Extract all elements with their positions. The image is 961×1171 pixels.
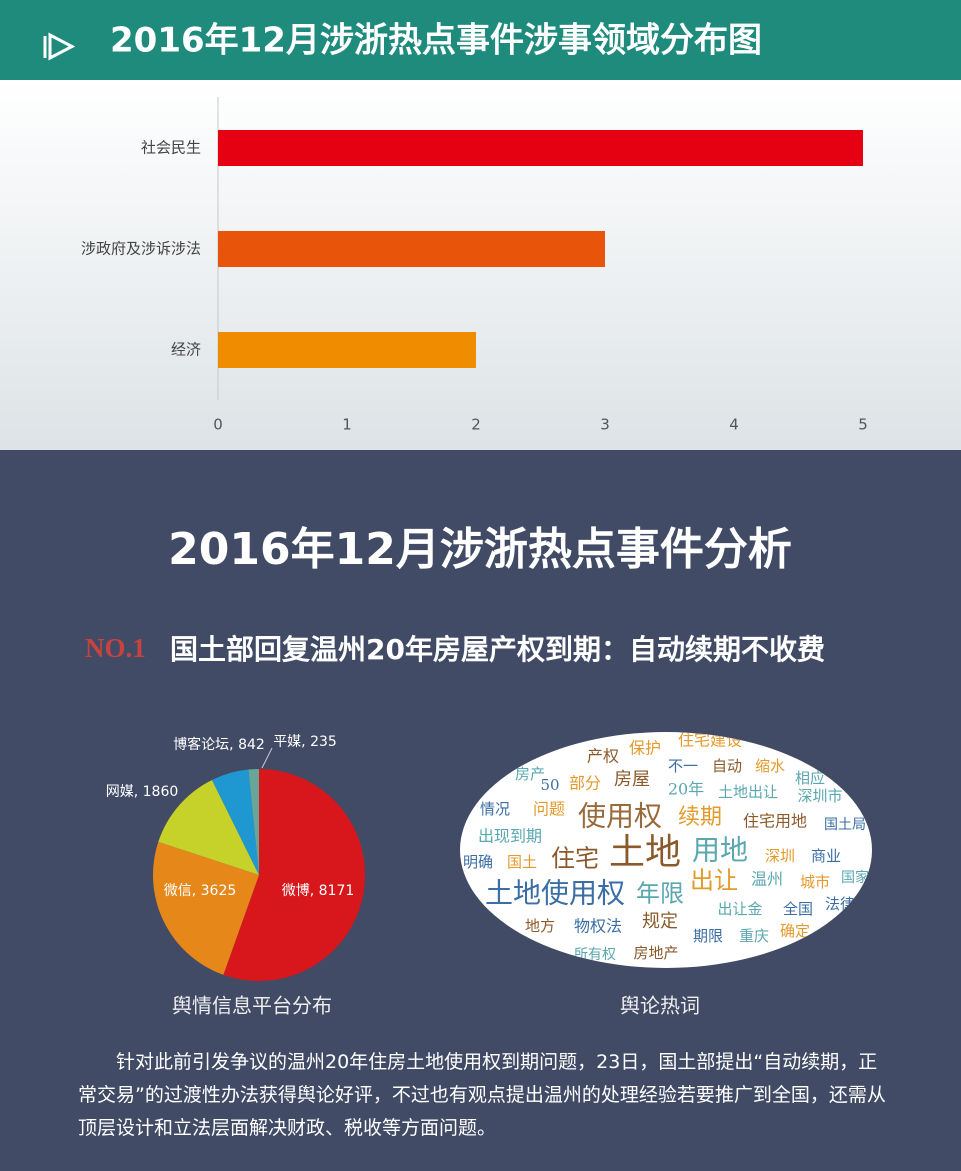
cloud-word: 国家 bbox=[841, 869, 869, 886]
cloud-word: 住宅 bbox=[551, 845, 599, 873]
pie-chart: 微博, 8171 微信, 3625 网媒, 1860 博客论坛, 842 平媒, 235 bbox=[106, 734, 365, 981]
cloud-word: 不一 bbox=[668, 757, 698, 775]
cloud-word: 年限 bbox=[636, 880, 684, 908]
x-tick-label: 5 bbox=[858, 416, 868, 434]
cloud-word: 国土局 bbox=[824, 817, 866, 833]
item-title: 国土部回复温州20年房屋产权到期：自动续期不收费 bbox=[170, 633, 825, 666]
data-label: 网媒, 1860 bbox=[106, 784, 179, 800]
y-tick-label: 经济 bbox=[171, 341, 201, 359]
cloud-word: 土地使用权 bbox=[485, 877, 625, 910]
cloud-word: 20年 bbox=[668, 780, 704, 799]
cloud-word: 情况 bbox=[480, 800, 510, 818]
cloud-word: 部分 bbox=[569, 774, 601, 793]
data-label: 微博, 8171 bbox=[282, 882, 355, 899]
y-tick-label: 涉政府及涉诉涉法 bbox=[81, 240, 201, 258]
cloud-word: 出让金 bbox=[717, 900, 762, 918]
data-label: 微信, 3625 bbox=[164, 883, 237, 899]
cloud-word: 物权法 bbox=[574, 917, 622, 936]
item-number: NO.1 bbox=[85, 633, 146, 663]
bar bbox=[218, 231, 605, 267]
x-tick-label: 1 bbox=[342, 416, 352, 434]
cloud-word: 深圳市 bbox=[797, 787, 842, 805]
cloud-word: 国土 bbox=[507, 853, 537, 871]
bar bbox=[218, 130, 863, 166]
pie-slice bbox=[223, 769, 365, 981]
play-icon bbox=[43, 32, 76, 61]
cloud-word: 法律 bbox=[825, 895, 855, 913]
bar bbox=[218, 332, 476, 368]
x-tick-label: 3 bbox=[600, 416, 610, 434]
cloud-word: 50 bbox=[540, 776, 559, 794]
cloud-word: 用地 bbox=[692, 834, 748, 867]
x-tick-label: 4 bbox=[729, 416, 739, 434]
cloud-word: 自动 bbox=[712, 757, 742, 775]
cloud-word: 房屋 bbox=[614, 769, 650, 790]
cloud-word: 全国 bbox=[783, 900, 813, 918]
header-bar bbox=[0, 0, 961, 80]
cloud-word: 地方 bbox=[525, 917, 555, 935]
leader-line bbox=[261, 747, 273, 769]
cloud-word: 规定 bbox=[642, 911, 678, 932]
pie-slice bbox=[248, 769, 259, 875]
cloud-word: 温州 bbox=[751, 870, 783, 889]
cloud-word: 土地 bbox=[609, 832, 681, 873]
word-cloud-bg bbox=[460, 732, 872, 968]
cloud-word: 出现到期 bbox=[478, 827, 542, 846]
cloud-word: 房地产 bbox=[633, 944, 678, 962]
cloud-word: 缩水 bbox=[755, 757, 785, 775]
cloud-word: 期限 bbox=[693, 927, 723, 945]
cloud-word: 相应 bbox=[795, 769, 825, 787]
data-label: 平媒, 235 bbox=[273, 734, 337, 750]
pie-slice bbox=[152, 841, 259, 975]
y-tick-label: 社会民生 bbox=[141, 139, 201, 157]
cloud-word: 使用权 bbox=[578, 800, 662, 833]
analysis-title: 2016年12月涉浙热点事件分析 bbox=[168, 524, 792, 575]
paragraph: 针对此前引发争议的温州20年住房土地使用权到期问题，23日，国土部提出“自动续期… bbox=[78, 1051, 886, 1139]
cloud-word: 房产 bbox=[515, 765, 545, 783]
cloud-word: 重庆 bbox=[739, 927, 769, 945]
header-title: 2016年12月涉浙热点事件涉事领域分布图 bbox=[110, 21, 762, 61]
pie-slice bbox=[158, 779, 259, 875]
cloud-word: 问题 bbox=[533, 800, 565, 819]
cloud-word: 确定 bbox=[780, 922, 810, 940]
cloud-word: 商业 bbox=[811, 847, 841, 865]
x-tick-label: 2 bbox=[471, 416, 481, 434]
data-label: 博客论坛, 842 bbox=[173, 736, 265, 753]
cloud-word: 续期 bbox=[678, 805, 722, 830]
word-cloud-title: 舆论热词 bbox=[620, 994, 700, 1018]
cloud-word: 出让 bbox=[690, 867, 738, 895]
cloud-word: 城市 bbox=[800, 873, 830, 891]
cloud-word: 所有权 bbox=[574, 947, 616, 963]
cloud-word: 深圳 bbox=[765, 847, 795, 865]
cloud-word: 住宅用地 bbox=[743, 812, 807, 831]
x-tick-label: 0 bbox=[213, 416, 223, 434]
cloud-word: 产权 bbox=[587, 747, 619, 766]
cloud-word: 土地出让 bbox=[718, 783, 778, 801]
pie-slice bbox=[212, 769, 259, 875]
cloud-word: 住宅建设 bbox=[678, 731, 742, 750]
pie-title: 舆情信息平台分布 bbox=[172, 994, 332, 1018]
cloud-word: 保护 bbox=[629, 739, 661, 758]
cloud-word: 明确 bbox=[463, 853, 493, 871]
